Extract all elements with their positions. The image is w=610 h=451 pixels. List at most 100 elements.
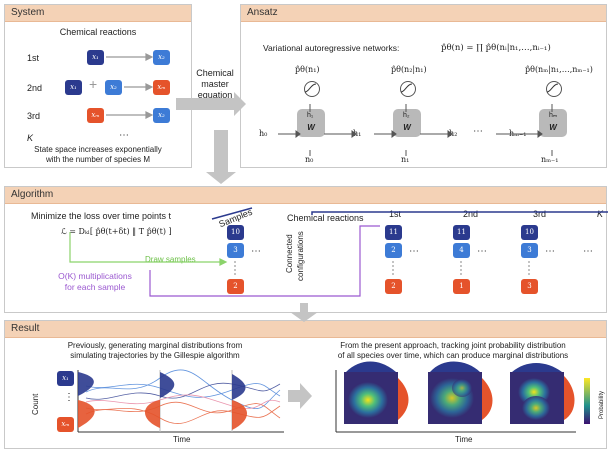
ansatz-panel: Ansatz Variational autoregressive networ… (240, 4, 607, 168)
network-cell (297, 109, 325, 137)
system-panel: System Chemical reactions 1st x₁ x₂ 2nd … (4, 4, 192, 168)
config-ellipsis: ⋯ (477, 246, 487, 257)
reactant-tile: x₁ (87, 50, 104, 65)
config-tile: 11 (453, 225, 470, 240)
algorithm-panel: Algorithm Minimize the loss over time po… (4, 186, 607, 313)
config-tile: 1 (453, 279, 470, 294)
reaction-header: 2nd (463, 209, 479, 219)
reaction-header: 1st (389, 209, 402, 219)
result-panel: Result Previously, generating marginal d… (4, 320, 607, 449)
sample-connector (234, 261, 530, 276)
output-label: p̂θ(nₘ|n₁,…,nₘ₋₁) (525, 65, 593, 74)
colorbar (584, 378, 590, 424)
ansatz-heading: Variational autoregressive networks: (263, 43, 400, 53)
reaction-header: K (597, 209, 604, 219)
samples-ellipsis: ⋯ (251, 246, 261, 257)
product-tile: x₂ (153, 108, 170, 123)
config-tile: 4 (453, 243, 470, 258)
algorithm-title: Algorithm (5, 187, 606, 204)
output-label: p̂θ(n₁) (295, 65, 320, 74)
reaction-row-k-label: K (27, 133, 34, 143)
result-left-caption-1: Previously, generating marginal distribu… (67, 341, 243, 350)
weight-label: W (549, 123, 557, 132)
config-tile: 3 (521, 279, 538, 294)
heatmap-panel (344, 372, 564, 424)
reactions-label: Chemical reactions (287, 213, 364, 223)
reaction-row-2-label: 2nd (27, 83, 43, 93)
config-tile: 10 (521, 225, 538, 240)
input-label: n₀ (305, 155, 314, 164)
hidden-state-label: h₁ (353, 129, 362, 138)
cme-label-2: master (201, 79, 229, 89)
network-cell (539, 109, 567, 137)
result-title: Result (5, 321, 606, 338)
config-tile: 2 (385, 243, 402, 258)
hidden-state-label: h₂ (449, 129, 458, 138)
result-right-caption-2: of all species over time, which can prod… (337, 351, 569, 360)
config-tile: 3 (521, 243, 538, 258)
config-ellipsis: ⋯ (409, 246, 419, 257)
config-ellipsis: ⋯ (583, 246, 593, 257)
sigmoid-curve (304, 83, 559, 93)
draw-samples-arrow (69, 232, 228, 266)
sample-tile: 10 (227, 225, 244, 240)
input-label: n₁ (401, 155, 410, 164)
network-wiring (278, 104, 553, 156)
cme-label-1: Chemical (196, 68, 234, 78)
sigmoid-icon (546, 81, 562, 97)
loss-formula: ℒ = Dₖₗ[ p̂θ(t+δt) ‖ T p̂θ(t) ] (61, 227, 172, 236)
config-ellipsis: ⋯ (545, 246, 555, 257)
reaction-row-1-label: 1st (27, 53, 40, 63)
ansatz-title: Ansatz (241, 5, 606, 22)
system-title: System (5, 5, 191, 22)
result-right-caption-1: From the present approach, tracking join… (340, 341, 566, 350)
network-cell (393, 109, 421, 137)
state-space-note-2: with the number of species M (45, 155, 151, 164)
config-tile: 11 (385, 225, 402, 240)
sample-tile: 2 (227, 279, 244, 294)
flow-arrow (206, 130, 318, 409)
sample-tile: 3 (227, 243, 244, 258)
hidden-state-label: h₀ (259, 129, 268, 138)
system-subtitle: Chemical reactions (59, 27, 137, 37)
reaction-arrow (106, 53, 154, 119)
config-tile: 2 (385, 279, 402, 294)
heatmap-marginals (346, 361, 575, 420)
cme-label-3: equation (197, 90, 233, 100)
draw-samples-label: Draw samples (145, 255, 196, 264)
complexity-label-1: O(K) multiplications (58, 271, 132, 281)
reaction-row-3-label: 3rd (27, 111, 41, 121)
cell-hidden-label: h₁ (307, 112, 314, 119)
complexity-label-2: for each sample (64, 282, 126, 292)
weight-label: W (307, 123, 315, 132)
product-tile: xₘ (153, 80, 170, 95)
sigmoid-icon (304, 81, 320, 97)
reactant-tile: xₘ (87, 108, 104, 123)
multiplication-arrow (149, 225, 380, 297)
flow-arrow (176, 92, 246, 116)
trajectory-lines (85, 369, 281, 424)
bracket-line (211, 207, 608, 220)
output-label: p̂θ(n₂|n₁) (391, 65, 427, 74)
species-tile: x₁ (57, 371, 74, 386)
ansatz-ellipsis: ⋯ (473, 126, 483, 137)
species-tile: xₘ (57, 417, 74, 432)
input-label: nₘ₋₁ (541, 155, 559, 164)
time-axis-label-left: Time (173, 435, 191, 444)
sigmoid-icon (400, 81, 416, 97)
species-ellipsis: ⋮ (64, 392, 74, 403)
plus-sign: + (89, 76, 98, 92)
cell-hidden-label: h₂ (403, 112, 410, 119)
ansatz-formula: p̂θ(n) = ∏ p̂θ(nᵢ|n₁,…,nᵢ₋₁) (441, 43, 551, 53)
result-left-caption-2: simulating trajectories by the Gillespie… (70, 351, 240, 360)
loss-description: Minimize the loss over time points t (31, 211, 172, 221)
reaction-header: 3rd (533, 209, 547, 219)
cell-hidden-label: hₘ (549, 112, 558, 119)
state-space-note-1: State space increases exponentially (34, 145, 162, 154)
product-tile: x₂ (153, 50, 170, 65)
reactant-tile: x₁ (65, 80, 82, 95)
weight-label: W (403, 123, 411, 132)
heatmap-frame (335, 370, 576, 433)
reactant-tile: x₂ (105, 80, 122, 95)
